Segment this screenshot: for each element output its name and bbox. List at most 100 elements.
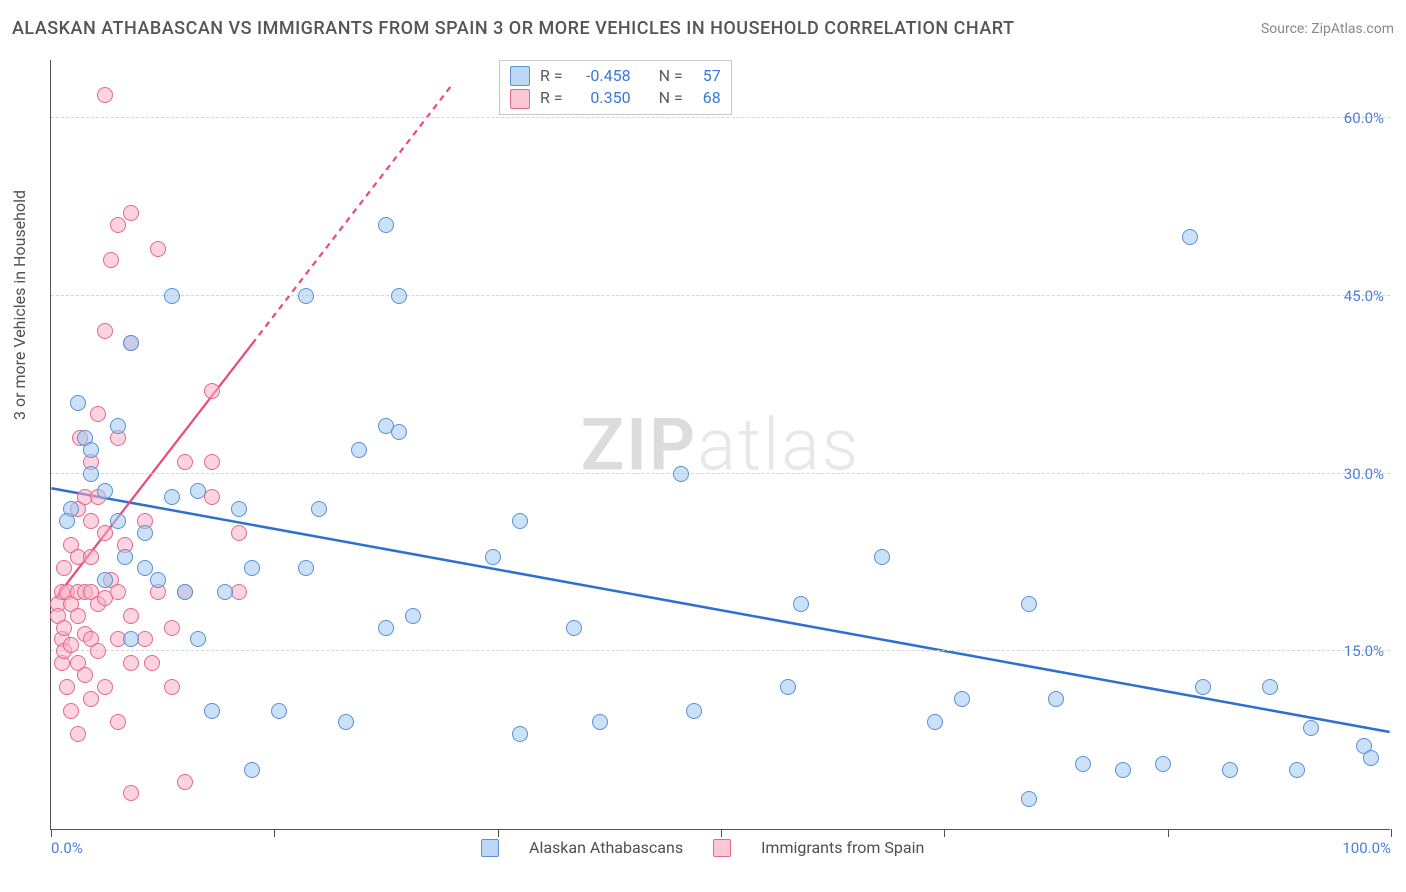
- data-point-pink: [97, 323, 113, 339]
- data-point-blue: [298, 560, 314, 576]
- gridline-h: [51, 295, 1390, 296]
- data-point-pink: [164, 679, 180, 695]
- data-point-pink: [83, 691, 99, 707]
- data-point-blue: [378, 620, 394, 636]
- data-point-blue: [793, 596, 809, 612]
- data-point-blue: [1182, 229, 1198, 245]
- data-point-blue: [485, 549, 501, 565]
- data-point-pink: [63, 703, 79, 719]
- x-tick: [1391, 829, 1392, 837]
- data-point-pink: [103, 252, 119, 268]
- data-point-blue: [177, 584, 193, 600]
- legend-swatch-pink-icon: [713, 839, 731, 857]
- data-point-pink: [97, 679, 113, 695]
- data-point-pink: [164, 620, 180, 636]
- data-point-blue: [391, 288, 407, 304]
- legend-swatch-blue-icon: [481, 839, 499, 857]
- legend: Alaskan Athabascans Immigrants from Spai…: [481, 838, 924, 857]
- data-point-blue: [1195, 679, 1211, 695]
- data-point-blue: [673, 466, 689, 482]
- data-point-pink: [204, 383, 220, 399]
- data-point-pink: [56, 620, 72, 636]
- data-point-pink: [63, 637, 79, 653]
- plot-area: ZIPatlas R = -0.458 N = 57 R = 0.350 N =…: [50, 60, 1390, 830]
- data-point-blue: [351, 442, 367, 458]
- x-tick: [51, 829, 52, 837]
- y-tick-label: 30.0%: [1344, 465, 1384, 483]
- data-point-blue: [378, 217, 394, 233]
- data-point-pink: [90, 406, 106, 422]
- data-point-pink: [59, 679, 75, 695]
- data-point-blue: [117, 549, 133, 565]
- data-point-blue: [512, 726, 528, 742]
- data-point-blue: [391, 424, 407, 440]
- data-point-pink: [70, 726, 86, 742]
- data-point-blue: [1115, 762, 1131, 778]
- data-point-blue: [217, 584, 233, 600]
- data-point-blue: [1155, 756, 1171, 772]
- data-point-blue: [110, 513, 126, 529]
- data-point-pink: [110, 584, 126, 600]
- data-point-pink: [144, 655, 160, 671]
- data-point-blue: [512, 513, 528, 529]
- data-point-pink: [150, 241, 166, 257]
- y-axis-title: 3 or more Vehicles in Household: [10, 190, 29, 420]
- data-point-blue: [1289, 762, 1305, 778]
- y-tick-label: 60.0%: [1344, 109, 1384, 127]
- data-point-blue: [97, 572, 113, 588]
- data-point-blue: [97, 483, 113, 499]
- data-point-blue: [70, 395, 86, 411]
- data-point-blue: [137, 560, 153, 576]
- x-tick-label: 0.0%: [51, 839, 83, 857]
- x-tick: [1168, 829, 1169, 837]
- data-point-blue: [1048, 691, 1064, 707]
- data-point-blue: [190, 483, 206, 499]
- data-point-blue: [1363, 750, 1379, 766]
- data-point-blue: [164, 288, 180, 304]
- data-point-pink: [123, 205, 139, 221]
- data-point-pink: [97, 525, 113, 541]
- data-point-pink: [70, 608, 86, 624]
- data-point-blue: [231, 501, 247, 517]
- data-point-blue: [1021, 596, 1037, 612]
- data-point-blue: [874, 549, 890, 565]
- data-point-blue: [190, 631, 206, 647]
- data-point-pink: [123, 655, 139, 671]
- y-tick-label: 15.0%: [1344, 642, 1384, 660]
- data-point-pink: [177, 454, 193, 470]
- data-point-blue: [123, 631, 139, 647]
- chart-title: ALASKAN ATHABASCAN VS IMMIGRANTS FROM SP…: [12, 18, 1014, 39]
- data-point-blue: [1303, 720, 1319, 736]
- data-point-blue: [164, 489, 180, 505]
- data-point-blue: [566, 620, 582, 636]
- data-point-blue: [780, 679, 796, 695]
- data-point-pink: [177, 774, 193, 790]
- data-point-pink: [97, 87, 113, 103]
- data-point-pink: [77, 667, 93, 683]
- data-point-pink: [123, 608, 139, 624]
- source-label: Source: ZipAtlas.com: [1261, 21, 1394, 37]
- gridline-h: [51, 473, 1390, 474]
- data-point-pink: [110, 714, 126, 730]
- data-point-blue: [311, 501, 327, 517]
- x-tick: [274, 829, 275, 837]
- data-point-blue: [1262, 679, 1278, 695]
- data-point-blue: [244, 560, 260, 576]
- data-point-blue: [244, 762, 260, 778]
- data-point-blue: [686, 703, 702, 719]
- data-point-blue: [271, 703, 287, 719]
- data-point-blue: [59, 513, 75, 529]
- data-point-blue: [592, 714, 608, 730]
- data-point-blue: [927, 714, 943, 730]
- data-point-pink: [231, 525, 247, 541]
- data-point-pink: [90, 643, 106, 659]
- data-point-blue: [1075, 756, 1091, 772]
- gridline-h: [51, 650, 1390, 651]
- data-point-blue: [405, 608, 421, 624]
- data-point-blue: [298, 288, 314, 304]
- x-tick-label: 100.0%: [1342, 839, 1391, 857]
- data-point-blue: [204, 703, 220, 719]
- data-point-blue: [83, 442, 99, 458]
- data-point-blue: [1222, 762, 1238, 778]
- x-tick: [498, 829, 499, 837]
